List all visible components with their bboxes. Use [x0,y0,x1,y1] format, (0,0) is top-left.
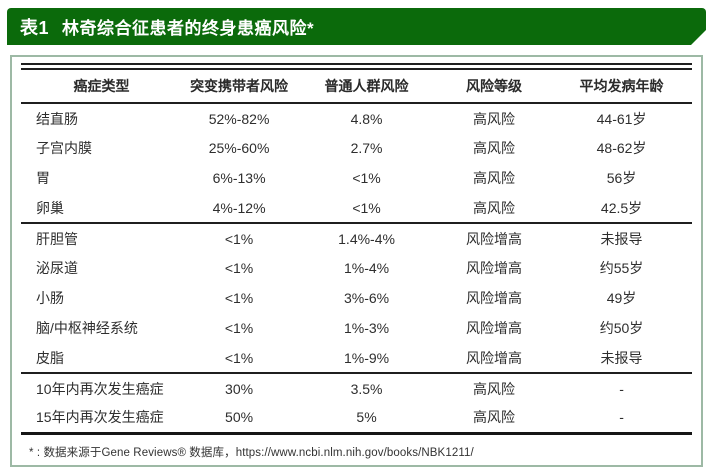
page-title: 林奇综合征患者的终身患癌风险* [62,19,315,38]
table-cell: 3.5% [350,380,383,397]
table-cell: 未报导 [551,343,692,374]
table-cell: 风险增高 [466,290,523,306]
table-row: 泌尿道 <1% 1%-4% 风险增高 约55岁 [21,253,692,283]
table-cell: 42.5岁 [551,193,692,224]
table-row: 结直肠 52%-82% 4.8% 高风险 44-61岁 [21,103,692,133]
row-label: 10年内再次发生癌症 [36,380,164,397]
table-cell: 高风险 [437,193,552,224]
table-cell: 25%-60% [208,140,270,156]
table-cell: <1% [352,170,381,186]
row-label: 小肠 [36,290,64,306]
table-cell: 3%-6% [343,290,390,306]
title-banner: 表1 林奇综合征患者的终身患癌风险* [7,8,706,45]
top-double-rule [21,63,692,70]
table-row: 皮脂 <1% 1%-9% 风险增高 未报导 [21,343,692,374]
table-cell: 30% [225,380,254,397]
table-cell: 高风险 [473,170,516,186]
table-cell: - [551,403,692,435]
table-row: 卵巢 4%-12% <1% 高风险 42.5岁 [21,193,692,224]
table-row: 15年内再次发生癌症 50% 5% 高风险 - [21,403,692,435]
column-header-cancer-type: 癌症类型 [21,70,183,104]
table-header-row: 癌症类型 突变携带者风险 普通人群风险 风险等级 平均发病年龄 [21,70,692,104]
table-cell: 44-61岁 [596,110,647,127]
table-cell: 风险增高 [466,230,523,247]
row-label: 胃 [36,170,50,186]
table-cell: 高风险 [473,110,516,127]
table-cell: 高风险 [473,380,516,397]
source-footnote: * : 数据来源于Gene Reviews® 数据库，https://www.n… [29,446,474,459]
table-cell: 约50岁 [599,320,644,336]
table-cell: 风险增高 [466,320,523,336]
table-cell: 高风险 [437,403,552,435]
table-cell: 52%-82% [208,110,270,127]
table-cell: - [619,380,624,397]
table-cell: 未报导 [600,230,643,247]
table-row: 小肠 <1% 3%-6% 风险增高 49岁 [21,283,692,313]
row-label: 结直肠 [36,110,78,127]
table-cell: 5% [296,403,437,435]
table-cell: <1% [224,290,254,306]
row-label: 皮脂 [21,343,183,374]
table-cell: <1% [296,193,437,224]
lynch-risk-table: 癌症类型 突变携带者风险 普通人群风险 风险等级 平均发病年龄 结直肠 52%-… [21,70,692,435]
table-panel: 癌症类型 突变携带者风险 普通人群风险 风险等级 平均发病年龄 结直肠 52%-… [10,55,703,467]
table-row: 子宫内膜 25%-60% 2.7% 高风险 48-62岁 [21,133,692,163]
table-cell: <1% [224,260,254,276]
table-cell: 1%-9% [296,343,437,374]
table-cell: <1% [224,320,254,336]
table-cell: 约55岁 [599,260,644,276]
table-cell: 2.7% [350,140,383,156]
row-label: 脑/中枢神经系统 [36,320,138,336]
table-cell: 1%-3% [343,320,390,336]
table-cell: 4.8% [350,110,383,127]
table-cell: 56岁 [606,170,637,186]
row-label: 卵巢 [21,193,183,224]
column-header-population-risk: 普通人群风险 [296,70,437,104]
row-label: 肝胆管 [36,230,78,247]
table-cell: 高风险 [473,140,516,156]
table-cell: 1%-4% [343,260,390,276]
table-cell: 48-62岁 [596,140,647,156]
table-cell: 1.4%-4% [338,230,395,247]
row-label: 子宫内膜 [36,140,92,156]
table-row: 10年内再次发生癌症 30% 3.5% 高风险 - [21,373,692,403]
table-row: 肝胆管 <1% 1.4%-4% 风险增高 未报导 [21,223,692,253]
table-cell: 49岁 [606,290,637,306]
table-cell: 50% [182,403,297,435]
table-cell: <1% [182,343,297,374]
column-header-carrier-risk: 突变携带者风险 [182,70,297,104]
row-label: 15年内再次发生癌症 [21,403,183,435]
table-number-label: 表1 [20,17,50,38]
table-cell: 风险增高 [466,260,523,276]
column-header-onset-age: 平均发病年龄 [551,70,692,104]
row-label: 泌尿道 [36,260,78,276]
table-cell: <1% [224,230,254,247]
table-cell: 风险增高 [437,343,552,374]
table-row: 胃 6%-13% <1% 高风险 56岁 [21,163,692,193]
table-row: 脑/中枢神经系统 <1% 1%-3% 风险增高 约50岁 [21,313,692,343]
column-header-risk-level: 风险等级 [437,70,552,104]
table-cell: 4%-12% [182,193,297,224]
table-cell: 6%-13% [212,170,266,186]
